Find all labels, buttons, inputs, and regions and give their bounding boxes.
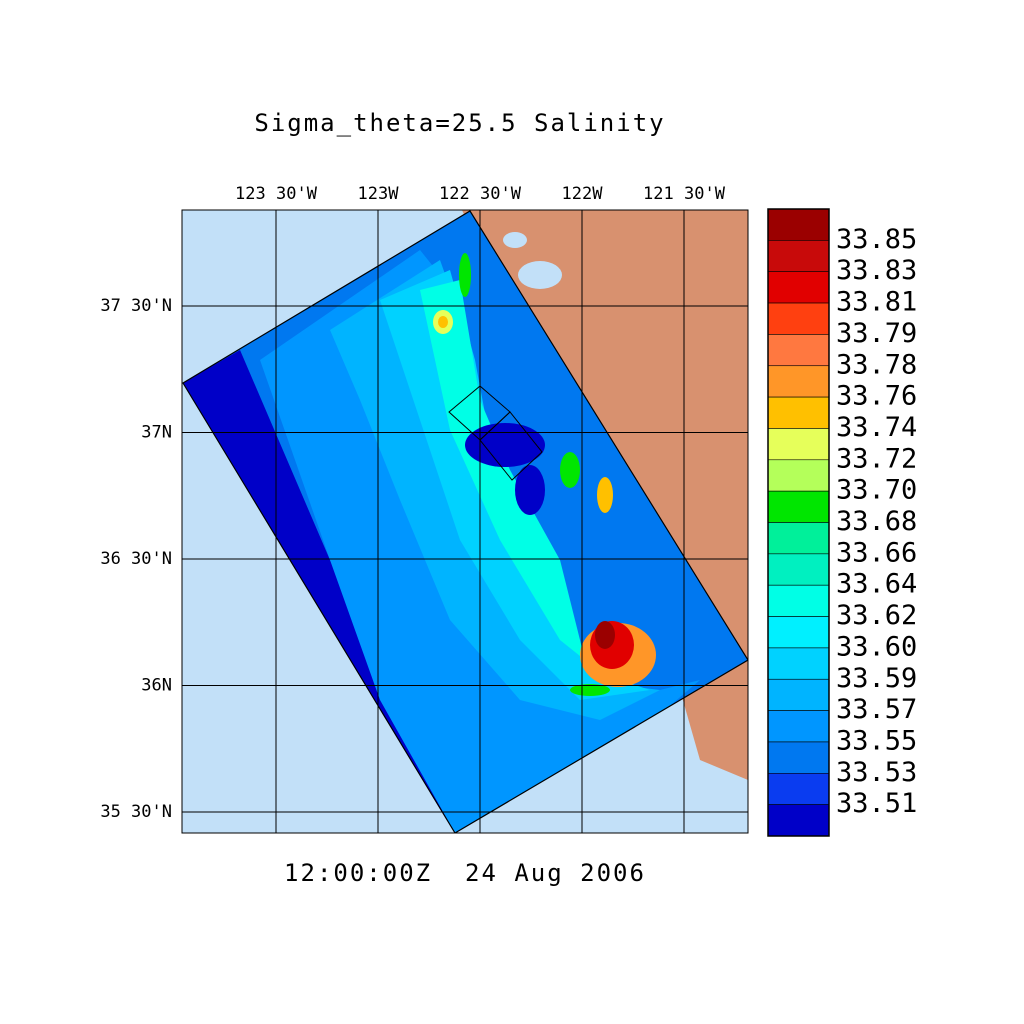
colorbar-box (767, 804, 830, 837)
colorbar-label: 33.66 (836, 537, 917, 568)
colorbar-label: 33.79 (836, 318, 917, 349)
lat-label: 37N (141, 423, 172, 443)
colorbar-box (767, 208, 830, 241)
colorbar-box (767, 459, 830, 492)
colorbar-box (767, 741, 830, 774)
colorbar-label: 33.68 (836, 506, 917, 537)
colorbar-label: 33.51 (836, 788, 917, 819)
colorbar-box (767, 334, 830, 367)
bay (503, 232, 527, 248)
colorbar-label: 33.64 (836, 569, 917, 600)
colorbar-label: 33.81 (836, 287, 917, 318)
lon-label: 121 30'W (643, 184, 726, 204)
colorbar-label: 33.70 (836, 475, 917, 506)
domain-outline (182, 210, 748, 833)
colorbar-label: 33.55 (836, 725, 917, 756)
colorbar-label: 33.57 (836, 694, 917, 725)
subdomain (479, 411, 543, 481)
lat-label: 36 30'N (100, 549, 172, 569)
lon-label: 123 30'W (235, 184, 318, 204)
map-frame (181, 209, 749, 834)
map (182, 210, 748, 833)
colorbar-box (767, 553, 830, 586)
colorbar-label: 33.85 (836, 224, 917, 255)
colorbar-box (767, 678, 830, 711)
colorbar-box (767, 365, 830, 398)
colorbar-box (767, 710, 830, 743)
colorbar-label: 33.74 (836, 412, 917, 443)
lat-label: 36N (141, 676, 172, 696)
colorbar-box (767, 396, 830, 429)
lat-label: 35 30'N (100, 802, 172, 822)
colorbar-label: 33.83 (836, 255, 917, 286)
colorbar-box (767, 271, 830, 304)
colorbar-frame (767, 208, 830, 837)
colorbar-box (767, 428, 830, 461)
colorbar: 33.8533.8333.8133.7933.7833.7633.7433.72… (767, 208, 917, 837)
colorbar-box (767, 772, 830, 805)
colorbar-box (767, 240, 830, 273)
graticule: 123 30'W 123W 122 30'W 122W 121 30'W 37 30'N 3… (100, 184, 748, 833)
time-label: 12:00:00Z 24 Aug 2006 (284, 859, 646, 887)
lon-label: 123W (358, 184, 400, 204)
colorbar-box (767, 302, 830, 335)
colorbar-label: 33.53 (836, 757, 917, 788)
colorbar-box (767, 490, 830, 523)
colorbar-label: 33.62 (836, 600, 917, 631)
colorbar-label: 33.76 (836, 381, 917, 412)
colorbar-label: 33.78 (836, 349, 917, 380)
title: Sigma_theta=25.5 Salinity (254, 109, 665, 137)
lon-label: 122W (562, 184, 604, 204)
colorbar-label: 33.59 (836, 663, 917, 694)
colorbar-box (767, 522, 830, 555)
bay (518, 261, 562, 289)
colorbar-label: 33.72 (836, 443, 917, 474)
colorbar-label: 33.60 (836, 631, 917, 662)
lat-label: 37 30'N (100, 296, 172, 316)
colorbar-box (767, 647, 830, 680)
lon-label: 122 30'W (439, 184, 522, 204)
colorbar-box (767, 616, 830, 649)
colorbar-box (767, 584, 830, 617)
